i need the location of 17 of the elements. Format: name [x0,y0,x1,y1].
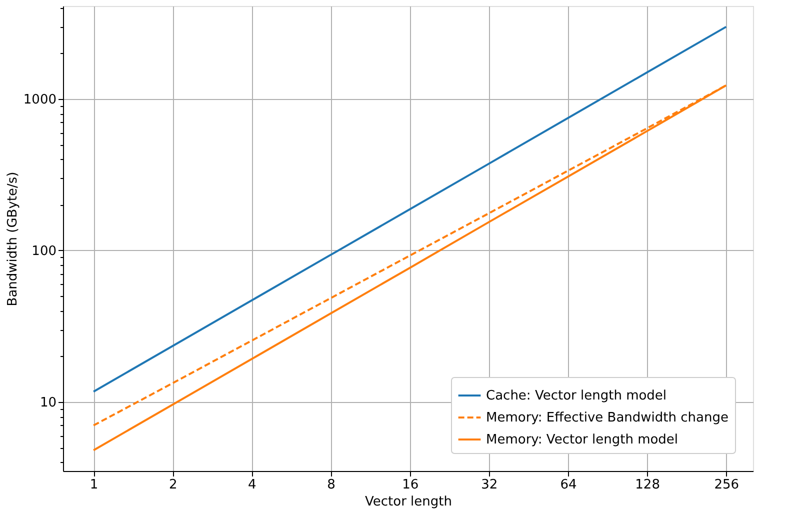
x-tick-label: 64 [560,478,577,492]
y-tick-label: 100 [32,244,56,259]
y-axis-title: Bandwidth (GByte/s) [5,172,20,306]
x-tick-label: 2 [168,478,178,492]
y-tick-label: 1000 [23,92,56,108]
x-tick-label: 128 [635,478,660,492]
legend-label: Memory: Effective Bandwidth change [486,410,728,426]
legend-label: Memory: Vector length model [486,432,678,448]
y-tick-label: 10 [40,395,56,410]
legend-label: Cache: Vector length model [486,388,667,404]
x-tick-label: 8 [327,478,336,492]
x-tick-label: 4 [248,478,256,492]
x-tick-label: 1 [90,478,98,492]
x-tick-label: 16 [402,478,419,492]
x-axis-title: Vector length [365,494,452,510]
x-tick-label: 256 [714,478,740,492]
x-tick-label: 32 [481,478,498,492]
